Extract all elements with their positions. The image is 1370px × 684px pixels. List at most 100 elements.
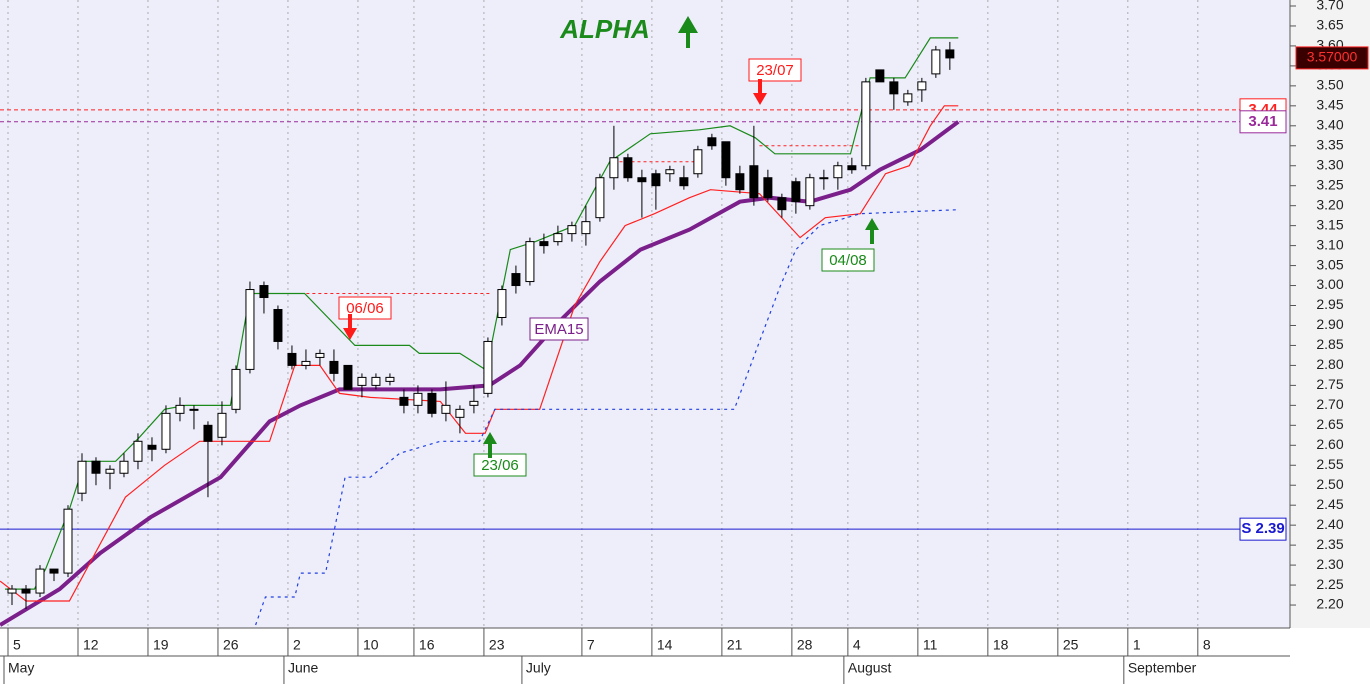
y-tick-label: 2.35 [1316, 536, 1343, 552]
candle-body [707, 137, 717, 147]
candle-body [77, 460, 87, 494]
x-tick-label: 21 [727, 637, 743, 653]
y-tick-label: 2.40 [1316, 516, 1343, 532]
candle-body [371, 376, 381, 386]
candle-body [511, 273, 521, 287]
annotation-box [473, 453, 527, 477]
candle-body [791, 181, 801, 203]
candle-body [833, 165, 843, 179]
candle-body [49, 568, 59, 574]
candle-body [469, 400, 479, 406]
x-tick-label: 28 [797, 637, 813, 653]
candle-body [483, 340, 493, 394]
x-tick-label: 5 [13, 637, 21, 653]
y-tick-label: 2.75 [1316, 376, 1343, 392]
candle-body [721, 141, 731, 179]
candle-body [105, 468, 115, 474]
candle-body [539, 241, 549, 247]
y-tick-label: 3.30 [1316, 156, 1343, 172]
candle-body [609, 157, 619, 179]
plot [0, 37, 1240, 627]
month-label: September [1128, 660, 1197, 676]
y-tick-label: 3.20 [1316, 196, 1343, 212]
candle-body [315, 352, 325, 358]
candle-body [749, 165, 759, 199]
candle-body [231, 368, 241, 410]
candle-body [7, 588, 17, 594]
candle-body [343, 364, 353, 390]
y-tick-label: 2.70 [1316, 396, 1343, 412]
candle-body [497, 289, 507, 318]
candle-body [553, 233, 563, 243]
annotation-arrow [865, 218, 879, 244]
y-tick-label: 2.65 [1316, 416, 1343, 432]
annotation-arrow [483, 432, 497, 458]
candle-body [21, 588, 31, 594]
level-label: S 2.39 [1241, 520, 1284, 537]
candle-body [63, 508, 73, 574]
x-tick-label: 18 [993, 637, 1009, 653]
x-tick-label: 12 [83, 637, 99, 653]
x-tick-label: 14 [657, 637, 673, 653]
candle-body [637, 177, 647, 183]
x-tick-label: 7 [587, 637, 595, 653]
candle-body [91, 460, 101, 474]
y-tick-label: 3.25 [1316, 176, 1343, 192]
month-label: August [848, 660, 892, 676]
candle-body [875, 69, 885, 83]
series-label-box [529, 317, 589, 341]
y-tick-label: 3.00 [1316, 276, 1343, 292]
annotation-box [821, 248, 875, 272]
x-tick-label: 10 [363, 637, 379, 653]
indicator-line [5, 37, 959, 590]
level-box [1239, 110, 1287, 134]
y-tick-label: 2.20 [1316, 596, 1343, 612]
candle-body [805, 177, 815, 207]
candle-body [777, 197, 787, 211]
y-tick-label: 2.55 [1316, 456, 1343, 472]
candle-body [847, 165, 857, 171]
candle-body [259, 285, 269, 299]
last-price-label: 3.57000 [1307, 49, 1358, 65]
candle-body [385, 376, 395, 382]
y-tick-label: 3.10 [1316, 236, 1343, 252]
candle-body [217, 412, 227, 438]
month-label: June [288, 660, 319, 676]
title-arrow [678, 16, 698, 48]
candle-body [693, 149, 703, 175]
indicator-line [255, 209, 959, 626]
annotation-label: 04/08 [829, 252, 867, 269]
annotation-label: 06/06 [346, 300, 384, 317]
candle-body [329, 360, 339, 374]
candle-body [273, 309, 283, 342]
candle-body [861, 81, 871, 167]
annotation-box [338, 296, 392, 320]
candle-body [147, 444, 157, 450]
ema-line [0, 120, 960, 627]
x-tick-label: 26 [223, 637, 239, 653]
chart-title: ALPHA [559, 14, 650, 44]
candle-body [889, 81, 899, 95]
y-tick-label: 3.45 [1316, 97, 1343, 113]
y-tick-label: 2.60 [1316, 436, 1343, 452]
candle-body [903, 93, 913, 103]
series-label: EMA15 [534, 321, 583, 338]
x-tick-label: 8 [1203, 637, 1211, 653]
x-tick-label: 11 [923, 637, 938, 653]
y-tick-label: 2.30 [1316, 556, 1343, 572]
candle-body [245, 289, 255, 370]
x-tick-label: 2 [293, 637, 301, 653]
x-tick-label: 4 [853, 637, 861, 653]
candle-body [525, 241, 535, 283]
candle-body [819, 177, 829, 180]
y-tick-label: 2.45 [1316, 496, 1343, 512]
y-tick-label: 3.05 [1316, 256, 1343, 272]
annotation-box [748, 58, 802, 82]
y-tick-label: 3.40 [1316, 117, 1343, 133]
candle-body [455, 408, 465, 418]
candle-body [161, 412, 171, 450]
level-label: 3.41 [1248, 113, 1277, 130]
candle-body [175, 404, 185, 414]
candle-body [763, 177, 773, 199]
